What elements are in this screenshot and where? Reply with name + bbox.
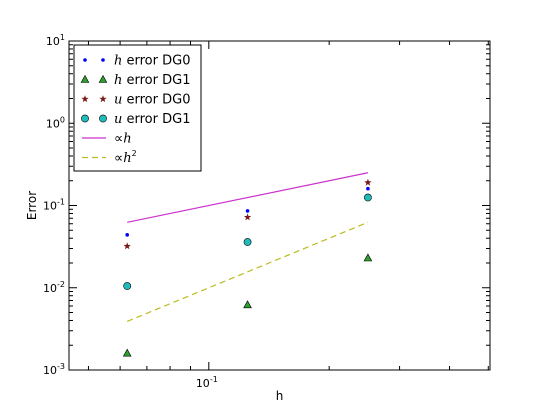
data-point (243, 238, 252, 246)
series-0 (125, 186, 370, 237)
data-point (364, 193, 372, 202)
tick-label-exponent: -1 (57, 198, 65, 207)
legend-marker (81, 114, 89, 123)
legend-box (73, 44, 202, 172)
y-tick-label: 10-2 (43, 280, 65, 295)
legend-label-symbol: u (114, 93, 122, 108)
series-2 (123, 178, 372, 250)
tick-label-exponent: -2 (57, 280, 65, 289)
legend-marker (101, 58, 105, 62)
legend-marker (99, 114, 107, 123)
data-point (366, 186, 370, 191)
legend-marker (80, 74, 90, 83)
series-4 (127, 172, 369, 223)
data-point (125, 233, 130, 237)
legend-marker (83, 58, 87, 62)
legend-item: u error DG1 (81, 112, 190, 127)
legend-label-text: error DG0 (122, 54, 190, 69)
y-tick-label: 101 (46, 33, 65, 48)
legend-marker (81, 95, 89, 103)
legend-label: ∝h2 (114, 149, 137, 166)
legend-label: ∝h (114, 132, 132, 147)
data-point (123, 282, 132, 290)
tick-label-base: 10 (43, 364, 57, 377)
legend-item: ∝h2 (82, 149, 137, 166)
legend-label-text: error DG1 (122, 73, 190, 88)
tick-label-exponent: 1 (60, 33, 65, 42)
legend-label-prefix: ∝ (114, 151, 123, 166)
data-point (245, 209, 250, 213)
legend-label-prefix: ∝ (114, 132, 123, 147)
legend-item: ∝h (82, 132, 132, 147)
series-5 (126, 221, 369, 322)
data-point (243, 300, 252, 309)
tick-label-base: 10 (46, 35, 60, 48)
tick-label-base: 10 (43, 200, 57, 213)
data-point (364, 178, 372, 186)
legend-label: h error DG0 (114, 54, 190, 69)
data-series (122, 172, 373, 357)
tick-label-exponent: -3 (57, 362, 65, 371)
legend-item: h error DG1 (80, 73, 190, 88)
series-line (126, 221, 369, 322)
legend-label-symbol: h (114, 54, 122, 69)
y-tick-label: 10-1 (43, 198, 65, 213)
y-tick-label: 10-3 (43, 362, 65, 377)
tick-label-exponent: 0 (60, 115, 65, 124)
data-point (123, 242, 131, 250)
x-tick-label: 10-1 (196, 375, 218, 390)
data-point (122, 348, 132, 357)
series-line (127, 172, 369, 223)
data-point (363, 253, 373, 262)
y-tick-label: 100 (46, 115, 65, 130)
legend-label-symbol: h (123, 132, 131, 147)
legend-label-symbol: h (114, 73, 122, 88)
tick-label-base: 10 (46, 117, 60, 130)
y-axis-label: Error (25, 191, 39, 220)
legend-label-symbol: u (114, 112, 122, 127)
series-1 (122, 253, 373, 357)
tick-label-exponent: -1 (210, 375, 218, 384)
legend-marker (99, 95, 107, 103)
legend-marker (98, 74, 108, 83)
legend-label-exponent: 2 (132, 149, 137, 158)
legend-label: h error DG1 (114, 73, 190, 88)
data-point (243, 213, 252, 221)
tick-label-base: 10 (43, 282, 57, 295)
legend-label: u error DG1 (114, 112, 190, 127)
x-axis-label: h (276, 389, 284, 403)
tick-label-base: 10 (196, 377, 210, 390)
legend-label-text: error DG0 (122, 93, 190, 108)
legend-item: u error DG0 (81, 93, 190, 108)
legend-label: u error DG0 (114, 93, 190, 108)
legend-item: h error DG0 (83, 54, 190, 69)
legend-label-text: error DG1 (122, 112, 190, 127)
legend-label-symbol: h (123, 151, 131, 166)
series-3 (123, 193, 372, 290)
